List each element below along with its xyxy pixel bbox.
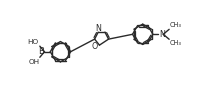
Text: B: B — [38, 47, 44, 56]
Text: CH₃: CH₃ — [170, 40, 182, 46]
Text: CH₃: CH₃ — [170, 22, 182, 28]
Text: O: O — [92, 42, 98, 51]
Text: N: N — [159, 30, 165, 39]
Text: OH: OH — [28, 59, 39, 65]
Text: HO: HO — [28, 39, 39, 45]
Text: N: N — [95, 24, 101, 33]
